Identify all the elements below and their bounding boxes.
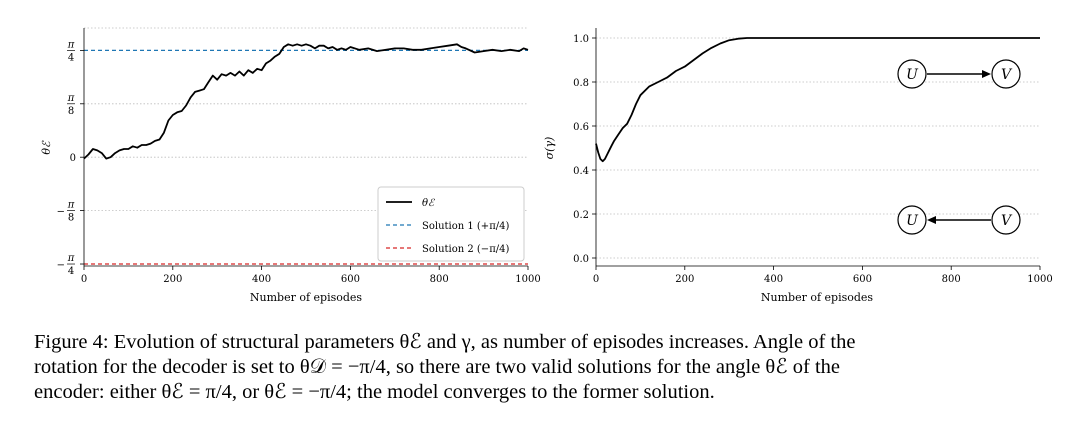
left-x-ticks: 0 200 400 600 800 1000 [81,266,541,285]
left-solution-lines [84,49,528,265]
node-v-bottom [991,205,1021,235]
right-x-tick-label: 400 [764,274,783,285]
left-y-tick-denominator: 8 [68,213,74,224]
left-y-tick-numerator: π [67,200,75,211]
arrow-head-right [982,70,991,78]
left-y-tick-sign: − [57,260,65,271]
left-grid [84,27,528,212]
gamma-chart: 0 200 400 600 800 1000 1.0 0.8 0.6 0.4 0.2 0.0 Num… [543,28,1053,304]
left-x-tick-label: 1000 [515,274,540,285]
caption-line-2: rotation for the decoder is set to θ𝒟 = … [34,356,841,378]
left-y-tick-denominator: 8 [68,106,74,117]
node-u-top-label: U [906,67,919,83]
right-x-tick-label: 800 [942,274,961,285]
left-frame [83,28,528,267]
right-grid [596,37,1040,259]
node-v-bottom-label: V [1001,213,1013,229]
arrow-head-left [927,216,936,224]
left-x-tick-label: 0 [81,274,87,285]
right-y-tick-label: 0.2 [573,210,589,221]
node-u-bottom [897,205,927,235]
node-v-top-label: V [1001,67,1013,83]
legend-label-solution-1: Solution 1 (+π/4) [422,221,509,232]
left-y-tick-label: 0 [70,153,76,164]
right-y-tick-label: 0.0 [573,254,589,265]
right-y-ticks: 1.0 0.8 0.6 0.4 0.2 0.0 [573,34,596,265]
right-x-tick-label: 200 [675,274,694,285]
legend-label-solution-2: Solution 2 (−π/4) [422,244,509,255]
right-frame [595,28,1040,267]
left-x-tick-label: 200 [163,274,182,285]
node-u-top [897,59,927,89]
left-y-tick-numerator: π [67,93,75,104]
theta-line [83,43,529,160]
left-y-tick-denominator: 4 [68,52,74,63]
left-x-tick-label: 400 [252,274,271,285]
left-x-tick-label: 800 [430,274,449,285]
legend-box [377,186,525,262]
left-x-tick-label: 600 [341,274,360,285]
right-y-tick-label: 1.0 [573,34,589,45]
diagram-v-to-u: U V [897,205,1021,235]
right-x-axis-label: Number of episodes [761,291,874,304]
caption-line-3: encoder: either θℰ = π/4, or θℰ = −π/4; … [34,381,715,403]
left-theta-series [83,43,529,160]
right-sigma-series [595,37,1040,163]
left-y-tick-numerator: π [67,39,75,50]
right-x-tick-label: 0 [593,274,599,285]
node-u-bottom-label: U [906,213,919,229]
right-x-tick-label: 1000 [1027,274,1052,285]
legend: θℰ Solution 1 (+π/4) Solution 2 (−π/4) [377,186,525,262]
right-y-tick-label: 0.4 [573,166,589,177]
right-x-ticks: 0 200 400 600 800 1000 [593,266,1053,285]
node-v-top [991,59,1021,89]
left-y-axis-label: θℰ [40,140,53,155]
diagram-u-to-v: U V [897,59,1021,89]
sigma-line [595,37,1040,163]
right-y-tick-label: 0.6 [573,122,589,133]
left-y-tick-numerator: π [67,253,75,264]
right-y-axis-label: σ(γ) [543,137,556,160]
caption-line-1: Figure 4: Evolution of structural parame… [34,331,856,353]
right-x-tick-label: 600 [853,274,872,285]
right-y-tick-label: 0.8 [573,78,589,89]
legend-label-theta: θℰ [422,198,435,209]
figure-caption: Figure 4: Evolution of structural parame… [34,330,1054,405]
left-y-tick-denominator: 4 [68,266,74,277]
left-x-axis-label: Number of episodes [250,291,363,304]
left-y-tick-sign: − [57,207,65,218]
